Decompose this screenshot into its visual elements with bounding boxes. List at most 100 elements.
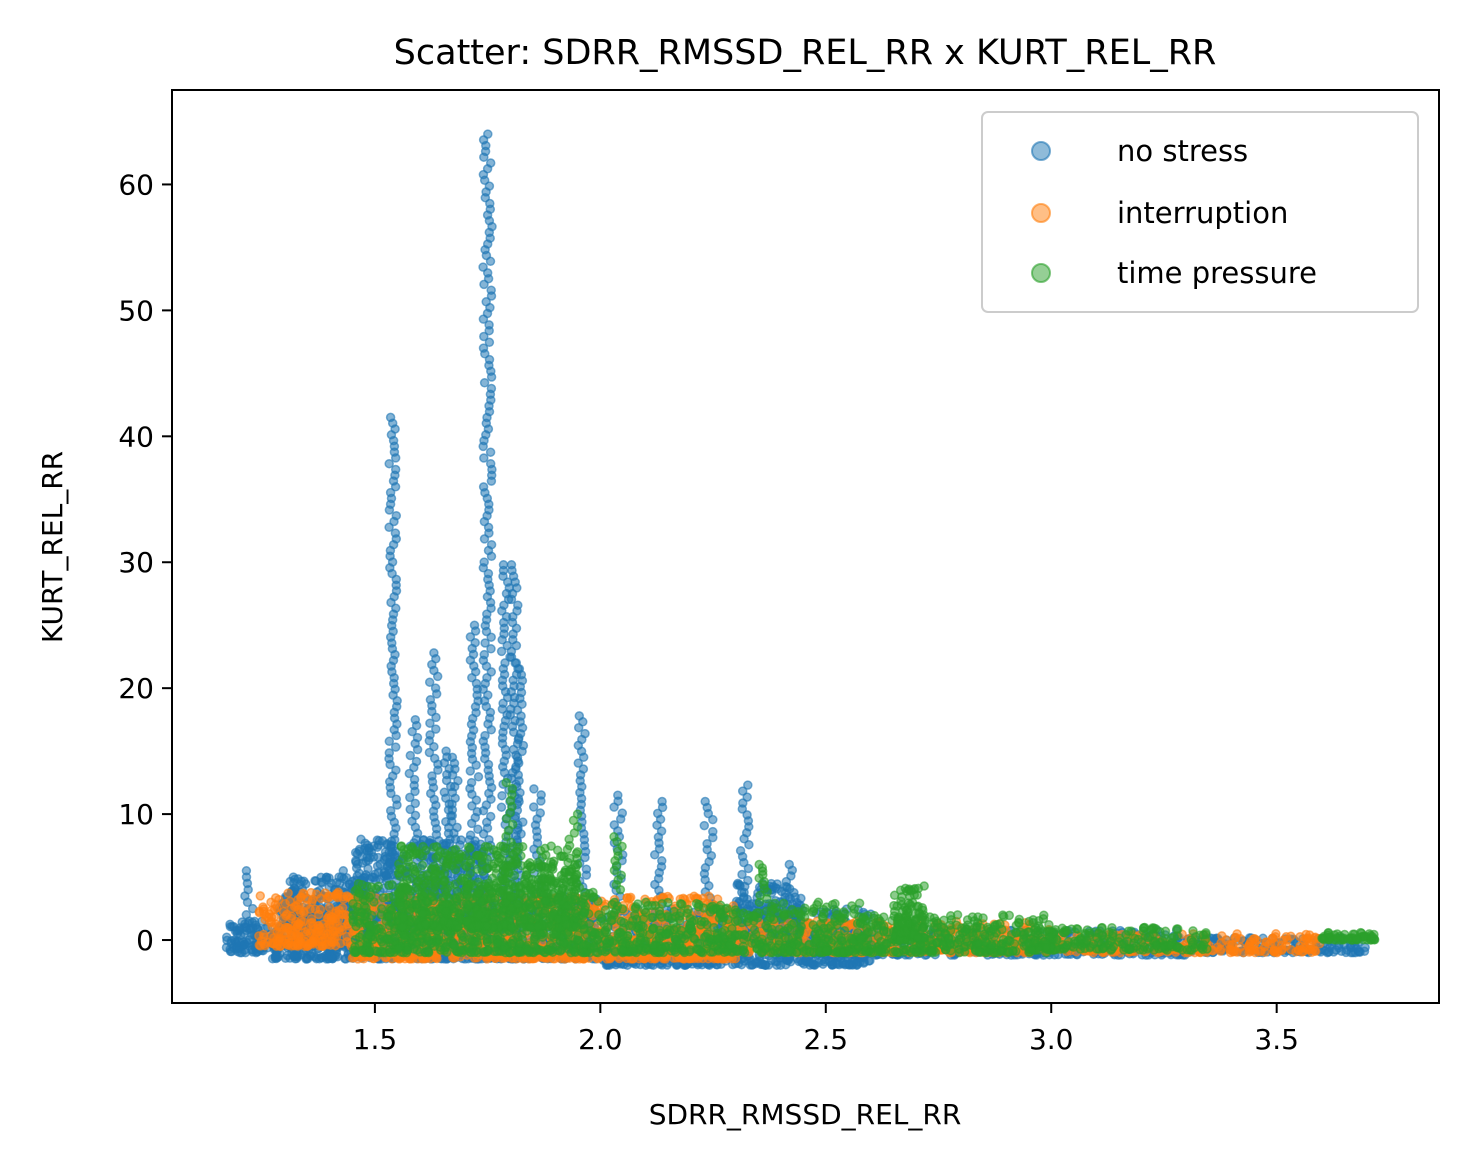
data-point xyxy=(305,918,316,928)
data-point xyxy=(699,820,710,831)
data-point xyxy=(301,954,311,964)
data-point xyxy=(318,941,328,951)
data-point xyxy=(283,940,293,950)
data-point xyxy=(405,750,416,761)
data-point xyxy=(321,872,332,883)
data-point xyxy=(479,649,490,660)
data-point xyxy=(529,784,539,794)
data-point xyxy=(384,736,395,747)
data-point xyxy=(805,960,815,970)
data-point xyxy=(410,810,421,821)
data-point xyxy=(486,539,497,550)
data-point xyxy=(409,774,420,785)
data-point xyxy=(411,756,422,767)
data-point xyxy=(772,879,782,889)
data-point xyxy=(700,796,710,807)
data-point xyxy=(390,742,401,752)
data-point xyxy=(485,447,496,457)
data-point xyxy=(377,836,388,846)
data-point xyxy=(478,482,489,492)
data-point xyxy=(324,891,334,901)
data-point xyxy=(510,658,520,668)
data-point xyxy=(743,780,753,790)
data-point xyxy=(479,378,490,388)
data-point xyxy=(385,412,396,423)
data-point xyxy=(622,893,632,903)
data-point xyxy=(405,804,415,815)
data-point xyxy=(735,845,746,856)
data-point xyxy=(425,695,436,705)
data-point xyxy=(518,817,528,827)
data-point xyxy=(255,891,266,901)
data-point xyxy=(617,808,628,818)
data-point xyxy=(424,677,435,687)
data-point xyxy=(425,730,435,740)
data-point xyxy=(483,129,493,139)
data-point xyxy=(1354,947,1364,957)
data-point xyxy=(429,753,440,764)
data-point xyxy=(412,732,423,743)
data-point xyxy=(431,724,441,734)
data-point xyxy=(313,921,323,931)
points-layer xyxy=(221,129,1380,970)
data-point xyxy=(441,746,451,756)
data-point xyxy=(485,458,496,469)
data-point xyxy=(486,383,497,394)
data-point xyxy=(478,262,488,272)
data-point xyxy=(241,866,252,876)
data-point xyxy=(410,798,421,809)
data-point xyxy=(241,910,252,920)
data-point xyxy=(338,866,349,876)
data-point xyxy=(384,858,394,868)
data-point xyxy=(356,834,366,845)
data-point xyxy=(496,802,507,812)
data-point xyxy=(479,557,489,567)
data-point xyxy=(479,453,489,463)
data-point xyxy=(506,560,517,570)
data-point xyxy=(536,790,546,800)
data-point xyxy=(244,935,255,945)
data-point xyxy=(290,950,301,961)
data-point xyxy=(384,748,395,758)
data-point xyxy=(385,487,396,498)
data-point xyxy=(391,510,402,521)
data-point xyxy=(1342,945,1352,955)
data-point xyxy=(272,952,282,963)
chart-title: Scatter: SDRR_RMSSD_REL_RR x KURT_REL_RR xyxy=(394,33,1217,73)
data-point xyxy=(439,787,450,798)
data-point xyxy=(497,790,507,801)
data-point xyxy=(657,796,667,807)
data-point xyxy=(334,905,345,915)
data-point xyxy=(581,864,592,874)
data-point xyxy=(391,794,402,804)
data-point xyxy=(354,846,365,856)
data-point xyxy=(320,928,331,938)
data-point xyxy=(447,752,458,763)
data-point xyxy=(609,820,620,830)
data-point xyxy=(283,888,293,898)
data-point xyxy=(425,718,435,728)
data-point xyxy=(390,528,401,538)
data-point xyxy=(405,792,415,803)
data-point xyxy=(737,869,747,880)
data-point xyxy=(427,771,437,781)
data-point xyxy=(362,852,372,862)
data-point xyxy=(432,953,442,964)
data-point xyxy=(293,899,303,910)
data-point xyxy=(335,938,346,949)
data-point xyxy=(305,904,315,915)
data-point xyxy=(613,790,623,800)
data-point xyxy=(311,876,321,886)
data-point xyxy=(225,921,236,932)
data-point xyxy=(239,922,250,933)
data-point xyxy=(841,959,852,969)
data-point xyxy=(657,856,667,866)
data-point xyxy=(293,919,304,929)
data-point xyxy=(327,914,338,925)
data-point xyxy=(528,802,539,812)
data-point xyxy=(535,808,546,818)
data-point xyxy=(391,765,401,775)
data-point xyxy=(280,953,291,964)
data-point xyxy=(466,777,477,788)
data-point xyxy=(485,158,496,168)
